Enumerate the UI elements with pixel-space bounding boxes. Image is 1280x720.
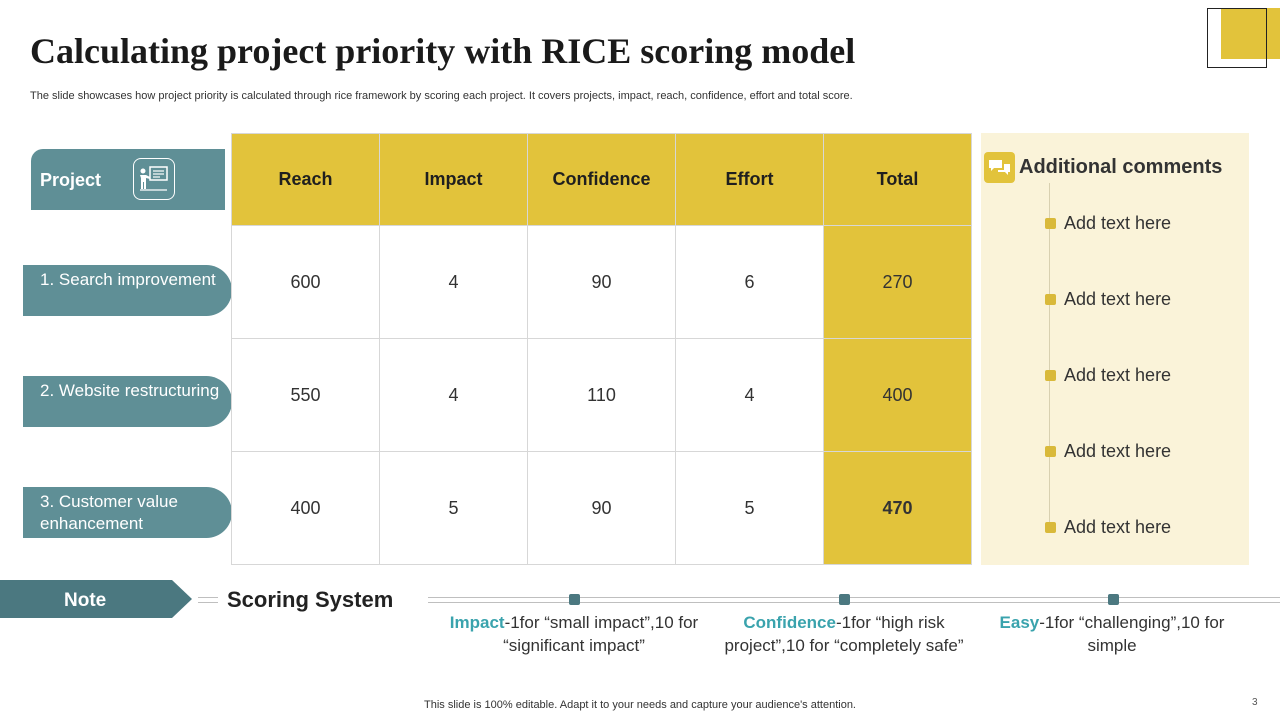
comment-item: Add text here	[1064, 365, 1172, 385]
cell-reach: 550	[231, 338, 380, 452]
definition-text: -1for “challenging”,10 for simple	[1039, 613, 1225, 655]
rice-table: Reach Impact Confidence Effort Total 600…	[231, 133, 972, 565]
cell-impact: 4	[379, 338, 528, 452]
table-row: 400 5 90 5 470	[231, 451, 972, 565]
cell-total: 270	[823, 225, 972, 339]
comments-connector-line	[1049, 183, 1050, 533]
scoring-system-heading: Scoring System	[227, 587, 394, 612]
cell-effort: 5	[675, 451, 824, 565]
note-arrow-banner	[0, 580, 192, 618]
cell-total: 470	[823, 451, 972, 565]
chat-bubbles-icon	[984, 152, 1015, 183]
column-header-effort: Effort	[675, 133, 824, 226]
comment-item: Add text here	[1064, 441, 1172, 461]
bullet-icon	[1045, 446, 1056, 457]
cell-reach: 400	[231, 451, 380, 565]
cell-confidence: 90	[527, 451, 676, 565]
timeline-node	[1108, 594, 1119, 605]
comment-item: Add text here	[1064, 213, 1172, 233]
definition-text: -1for “high risk project”,10 for “comple…	[724, 613, 964, 655]
cell-impact: 5	[379, 451, 528, 565]
project-item-search-improvement: 1. Search improvement	[23, 265, 232, 316]
project-item-customer-value: 3. Customer value enhancement	[23, 487, 232, 538]
slide-title: Calculating project priority with RICE s…	[30, 31, 856, 71]
definition-text: -1for “small impact”,10 for “significant…	[503, 613, 699, 655]
footer-text: This slide is 100% editable. Adapt it to…	[424, 699, 856, 711]
corner-decoration-fill	[1221, 8, 1280, 59]
presentation-icon	[133, 158, 175, 200]
comments-title: Additional comments	[1019, 156, 1223, 178]
bullet-icon	[1045, 370, 1056, 381]
project-header	[31, 149, 225, 210]
definition-easy: Easy-1for “challenging”,10 for simple	[977, 611, 1247, 657]
cell-confidence: 110	[527, 338, 676, 452]
column-header-total: Total	[823, 133, 972, 226]
timeline-node	[839, 594, 850, 605]
corner-decoration-frame	[1207, 8, 1267, 68]
divider-line	[198, 602, 218, 603]
timeline-node	[569, 594, 580, 605]
table-row: 600 4 90 6 270	[231, 225, 972, 339]
cell-reach: 600	[231, 225, 380, 339]
bullet-icon	[1045, 522, 1056, 533]
divider-line	[198, 597, 218, 598]
definition-keyword: Impact	[449, 613, 505, 632]
cell-total: 400	[823, 338, 972, 452]
comment-item: Add text here	[1064, 289, 1172, 309]
note-label: Note	[64, 590, 107, 611]
bullet-icon	[1045, 294, 1056, 305]
project-header-label: Project	[40, 170, 102, 190]
comment-item: Add text here	[1064, 517, 1172, 537]
cell-impact: 4	[379, 225, 528, 339]
cell-effort: 4	[675, 338, 824, 452]
table-header-row: Reach Impact Confidence Effort Total	[231, 133, 972, 226]
table-row: 550 4 110 4 400	[231, 338, 972, 452]
page-number: 3	[1252, 697, 1258, 708]
column-header-impact: Impact	[379, 133, 528, 226]
comments-panel	[981, 133, 1249, 565]
timeline-line	[428, 597, 1280, 598]
definition-keyword: Confidence	[743, 613, 836, 632]
cell-effort: 6	[675, 225, 824, 339]
column-header-reach: Reach	[231, 133, 380, 226]
bullet-icon	[1045, 218, 1056, 229]
slide-subtitle: The slide showcases how project priority…	[30, 90, 853, 102]
cell-confidence: 90	[527, 225, 676, 339]
definition-confidence: Confidence-1for “high risk project”,10 f…	[709, 611, 979, 657]
column-header-confidence: Confidence	[527, 133, 676, 226]
timeline-line	[428, 602, 1280, 603]
definition-keyword: Easy	[999, 613, 1040, 632]
project-item-website-restructuring: 2. Website restructuring	[23, 376, 232, 427]
definition-impact: Impact-1for “small impact”,10 for “signi…	[439, 611, 709, 657]
